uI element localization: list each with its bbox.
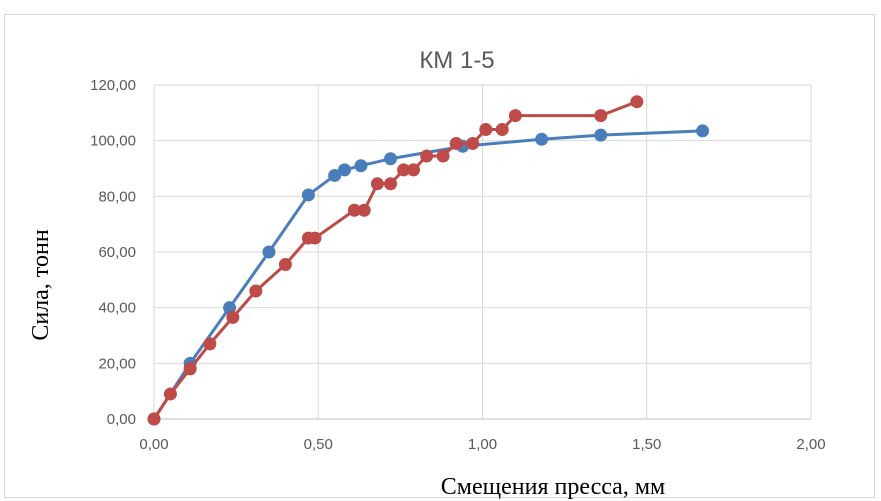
data-point (696, 124, 710, 138)
data-point (357, 203, 371, 217)
x-tick-label: 0,50 (304, 436, 333, 453)
y-tick-label: 80,00 (98, 188, 136, 205)
y-tick-label: 100,00 (90, 133, 136, 150)
data-point (354, 159, 368, 173)
data-point (203, 337, 217, 351)
y-axis-title: Сила, тонн (28, 229, 54, 340)
series-line (152, 129, 703, 420)
data-point (338, 163, 352, 177)
chart-area: 0,00 20,00 40,00 60,00 80,00 100,00 120,00 0,00… (4, 14, 875, 499)
x-axis-title: Смещения пресса, мм (441, 474, 665, 499)
data-point (449, 136, 463, 150)
data-point (384, 177, 398, 191)
y-tick-label: 120,00 (90, 77, 136, 94)
data-point (328, 168, 342, 182)
x-tick-label: 1,00 (468, 436, 497, 453)
y-tick-label: 0,00 (107, 411, 136, 428)
series-1 (147, 124, 710, 426)
data-point (147, 412, 161, 426)
y-tick-label: 20,00 (98, 355, 136, 372)
data-point (308, 231, 322, 245)
data-point (278, 258, 292, 272)
x-tick-label: 1,50 (632, 436, 661, 453)
data-point (420, 149, 434, 163)
tick-labels: 0,00 20,00 40,00 60,00 80,00 100,00 120,00 0,00… (90, 77, 825, 453)
y-tick-label: 60,00 (98, 244, 136, 261)
data-point (370, 177, 384, 191)
data-point (301, 188, 315, 202)
chart-svg: 0,00 20,00 40,00 60,00 80,00 100,00 120,00 0,00… (28, 47, 826, 499)
chart-title: КМ 1-5 (419, 47, 494, 74)
series-2 (147, 95, 644, 426)
data-point (594, 128, 608, 142)
x-tick-label: 2,00 (796, 436, 825, 453)
data-point (384, 152, 398, 166)
series-line (152, 100, 638, 420)
data-point (226, 310, 240, 324)
data-point (466, 136, 480, 150)
data-point (262, 245, 276, 259)
x-tick-label: 0,00 (139, 436, 168, 453)
data-point (594, 109, 608, 123)
y-tick-label: 40,00 (98, 300, 136, 317)
data-point (347, 203, 361, 217)
axis-layer (153, 85, 811, 420)
data-point (249, 284, 263, 298)
data-point (630, 95, 644, 109)
data-point (163, 387, 177, 401)
data-point (479, 123, 493, 137)
data-point (436, 149, 450, 163)
series-layer (147, 95, 710, 426)
data-point (397, 163, 411, 177)
data-point (508, 109, 522, 123)
data-point (183, 362, 197, 376)
data-point (407, 163, 421, 177)
data-point (535, 132, 549, 146)
data-point (495, 123, 509, 137)
